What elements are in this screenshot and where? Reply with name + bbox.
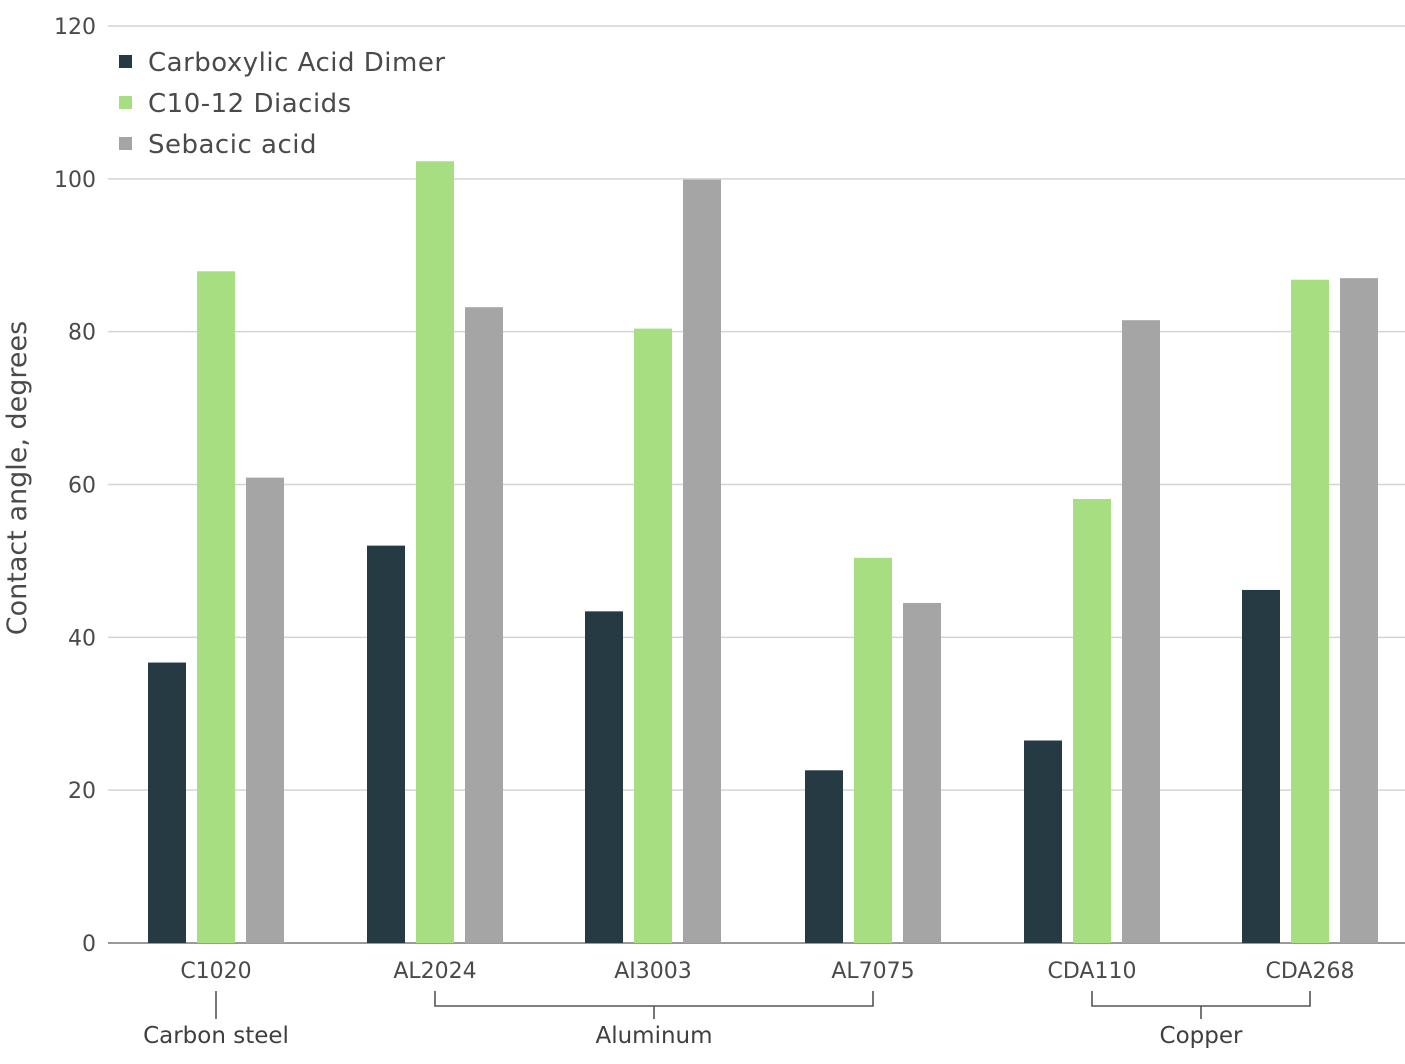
bar-al2024-s2 xyxy=(416,161,454,943)
bar-c1020-s1 xyxy=(148,662,186,943)
legend-swatch xyxy=(119,55,132,68)
category-groups: Carbon steel Aluminum Copper xyxy=(143,991,1311,1049)
legend: Carboxylic Acid Dimer C10-12 Diacids Sebac… xyxy=(119,48,446,160)
bar-cda110-s3 xyxy=(1122,320,1160,943)
y-tick-label: 0 xyxy=(82,932,96,957)
bracket-line xyxy=(1091,991,1311,1019)
legend-swatch xyxy=(119,96,132,109)
legend-swatch xyxy=(119,137,132,150)
series-2 xyxy=(197,161,1329,943)
y-tick-label: 40 xyxy=(68,626,96,651)
group-bracket: Copper xyxy=(1091,991,1311,1049)
x-tick-label: AI3003 xyxy=(614,959,692,984)
bar-cda268-s1 xyxy=(1242,589,1280,943)
y-tick-label: 80 xyxy=(68,321,96,346)
x-tick-label: AL7075 xyxy=(831,959,914,984)
bar-cda268-s2 xyxy=(1291,279,1329,943)
bar-ai3003-s3 xyxy=(683,179,721,943)
series-1 xyxy=(148,545,1280,943)
x-tick-label: AL2024 xyxy=(393,959,476,984)
x-tick-label: C1020 xyxy=(180,959,251,984)
series-3 xyxy=(246,179,1378,943)
group-label: Aluminum xyxy=(595,1023,712,1049)
y-tick-label: 20 xyxy=(68,779,96,804)
bar-ai3003-s2 xyxy=(634,328,672,943)
bracket-line xyxy=(434,991,874,1019)
y-tick-labels: 0 20 40 60 80 100 120 xyxy=(54,15,96,957)
x-category-labels: C1020 AL2024 AI3003 AL7075 CDA110 CDA268 xyxy=(180,959,1354,984)
legend-item: C10-12 Diacids xyxy=(119,89,352,119)
x-tick-label: CDA268 xyxy=(1266,959,1355,984)
bar-cda110-s1 xyxy=(1024,740,1062,943)
bar-c1020-s2 xyxy=(197,271,235,943)
y-tick-label: 120 xyxy=(54,15,96,40)
y-axis-title: Contact angle, degrees xyxy=(2,321,33,635)
bar-al2024-s3 xyxy=(465,307,503,943)
bar-c1020-s3 xyxy=(246,477,284,943)
bar-cda110-s2 xyxy=(1073,499,1111,943)
bar-al7075-s1 xyxy=(805,770,843,943)
x-tick-label: CDA110 xyxy=(1048,959,1137,984)
legend-item: Carboxylic Acid Dimer xyxy=(119,48,446,78)
group-label: Copper xyxy=(1160,1023,1243,1049)
legend-label: Sebacic acid xyxy=(148,130,317,160)
bar-al2024-s1 xyxy=(367,545,405,943)
y-tick-label: 100 xyxy=(54,168,96,193)
bar-ai3003-s1 xyxy=(585,611,623,943)
legend-label: C10-12 Diacids xyxy=(148,89,352,119)
bar-al7075-s2 xyxy=(854,557,892,943)
group-bracket: Aluminum xyxy=(434,991,874,1049)
legend-label: Carboxylic Acid Dimer xyxy=(148,48,446,78)
group-label: Carbon steel xyxy=(143,1023,289,1049)
grid-lines xyxy=(108,25,1405,944)
legend-item: Sebacic acid xyxy=(119,130,317,160)
y-tick-label: 60 xyxy=(68,474,96,499)
bar-al7075-s3 xyxy=(903,602,941,943)
bar-cda268-s3 xyxy=(1340,278,1378,943)
bars xyxy=(148,161,1378,943)
group-bracket: Carbon steel xyxy=(143,991,289,1049)
